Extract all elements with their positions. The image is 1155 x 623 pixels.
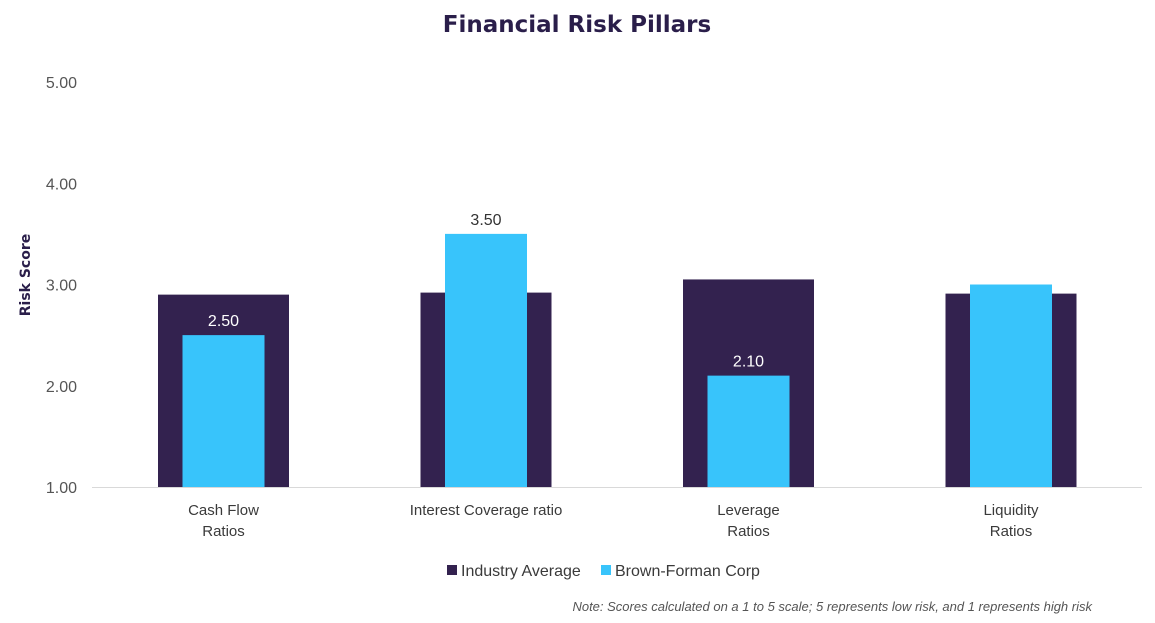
data-label: 3.50 [470,212,501,229]
company-bars [182,233,1052,487]
legend-label: Brown-Forman Corp [615,563,760,580]
x-tick-line: Leverage [717,502,780,519]
y-axis-ticks: 1.00 2.00 3.00 4.00 5.00 [46,75,77,497]
y-tick-label: 5.00 [46,75,77,92]
x-tick-line: Liquidity [983,502,1039,519]
x-tick-line: Ratios [990,523,1033,540]
legend-swatch [447,565,457,575]
chart-title: Financial Risk Pillars [443,12,711,38]
data-label: 2.50 [208,313,239,330]
x-tick-label: Cash Flow Ratios [188,502,259,540]
data-labels: 2.50 3.50 2.10 [208,212,764,371]
legend: Industry Average Brown-Forman Corp [447,563,760,580]
brown-forman-bar [970,284,1052,487]
x-tick-line: Ratios [202,523,245,540]
x-tick-label: Leverage Ratios [717,502,780,540]
x-tick-line: Cash Flow [188,502,259,519]
chart-note: Note: Scores calculated on a 1 to 5 scal… [572,599,1093,614]
y-tick-label: 1.00 [46,480,77,497]
x-tick-label: Liquidity Ratios [983,502,1039,540]
brown-forman-bar [445,233,527,487]
legend-swatch [601,565,611,575]
x-tick-label: Interest Coverage ratio [410,502,563,519]
industry-average-bars [158,279,1077,487]
legend-label: Industry Average [461,563,581,580]
x-axis-ticks: Cash Flow Ratios Interest Coverage ratio Le… [188,502,1039,540]
data-label: 2.10 [733,354,764,371]
brown-forman-bar [182,335,265,487]
y-axis-label: Risk Score [18,234,34,317]
x-tick-line: Ratios [727,523,770,540]
brown-forman-bar [707,375,790,487]
y-tick-label: 2.00 [46,379,77,396]
y-tick-label: 3.00 [46,278,77,295]
x-tick-line: Interest Coverage ratio [410,502,563,519]
y-tick-label: 4.00 [46,176,77,193]
